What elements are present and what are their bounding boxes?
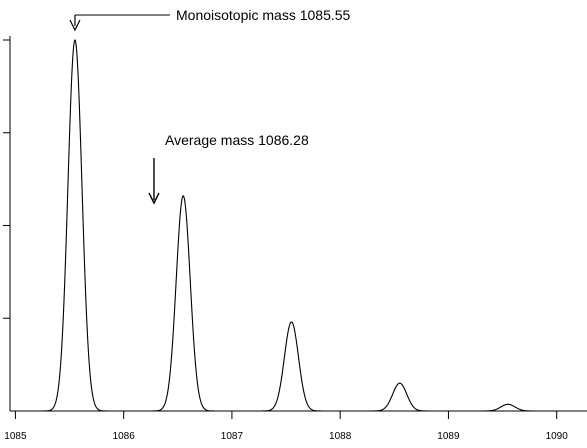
average-mass-arrow-head (148, 192, 160, 205)
spectrum-trace (10, 39, 587, 412)
x-tick-label: 1090 (546, 431, 569, 442)
x-tick-label: 1089 (437, 431, 460, 442)
spectrum-line (10, 39, 587, 412)
x-tick-label: 1088 (329, 431, 352, 442)
monoisotopic-arrow-head (69, 19, 81, 32)
monoisotopic-mass-label: Monoisotopic mass 1085.55 (176, 7, 351, 23)
axis-ticks: 1085 1086 1087 1088 1089 1090 (3, 39, 569, 442)
annotations: Monoisotopic mass 1085.55 Average mass 10… (69, 7, 351, 205)
x-tick-label: 1086 (113, 431, 136, 442)
x-tick-label: 1087 (221, 431, 244, 442)
average-mass-label: Average mass 1086.28 (165, 132, 309, 148)
x-tick-label: 1085 (4, 431, 27, 442)
